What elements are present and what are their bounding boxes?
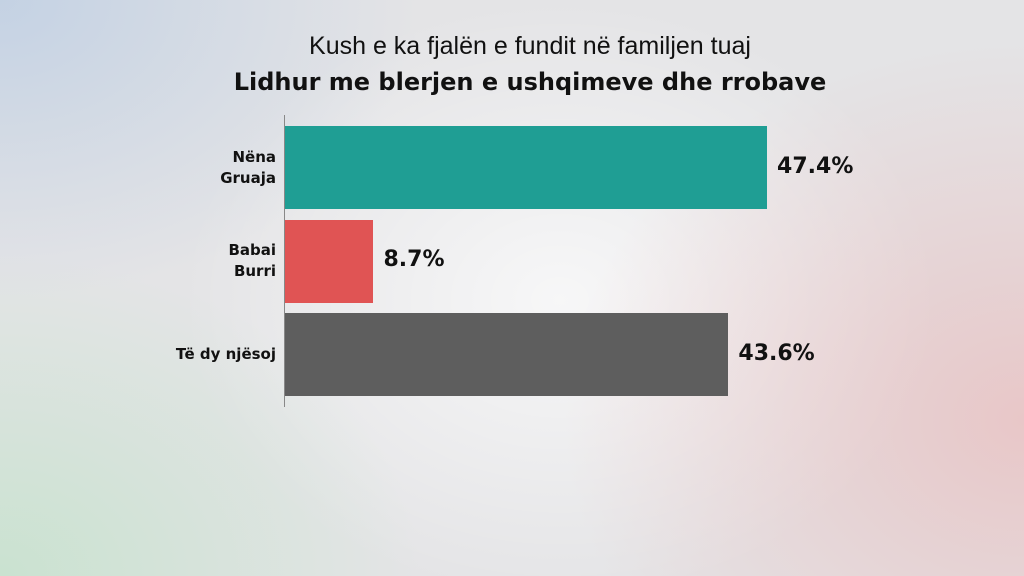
category-label: Nëna Gruaja <box>220 147 276 187</box>
category-label: Të dy njësoj <box>175 345 276 363</box>
value-label: 43.6% <box>738 340 815 366</box>
chart-title: Kush e ka fjalën e fundit në familjen tu… <box>309 32 751 60</box>
axis-line <box>284 115 285 407</box>
bar <box>285 219 374 303</box>
value-label: 8.7% <box>383 247 445 272</box>
chart-subtitle: Lidhur me blerjen e ushqimeve dhe rrobav… <box>233 68 827 96</box>
category-label: Babai Burri <box>228 241 276 280</box>
bar <box>285 126 768 209</box>
value-label: 47.4% <box>777 153 854 179</box>
bar <box>285 313 729 396</box>
